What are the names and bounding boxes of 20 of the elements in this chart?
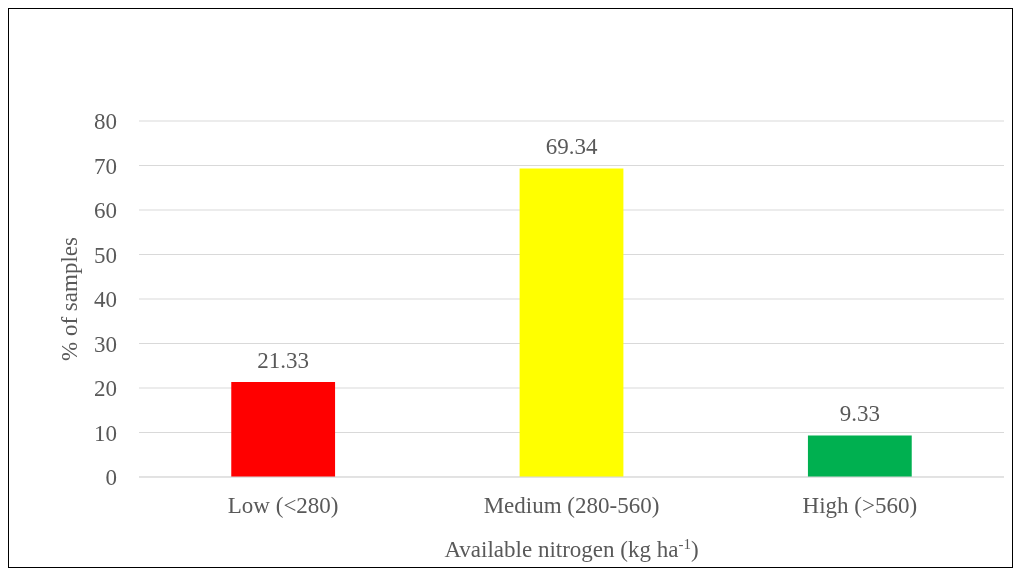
y-tick-label: 30 (94, 331, 117, 357)
y-tick-label: 0 (105, 465, 117, 491)
y-tick-label: 40 (94, 287, 117, 313)
y-tick-label: 60 (94, 198, 117, 224)
x-tick-label: Low (<280) (227, 493, 339, 519)
y-tick-label: 10 (94, 420, 117, 446)
y-tick-label: 70 (94, 153, 117, 179)
x-tick-label: Medium (280-560) (483, 493, 660, 519)
bar (807, 435, 912, 477)
data-label: 9.33 (839, 401, 880, 427)
x-tick-label: High (>560) (802, 493, 918, 519)
y-tick-label: 50 (94, 242, 117, 268)
bar (231, 382, 336, 477)
data-label: 69.34 (545, 134, 598, 160)
data-label: 21.33 (257, 348, 310, 374)
y-axis-title: % of samples (57, 236, 82, 361)
y-tick-label: 80 (94, 109, 117, 135)
x-axis-title: Available nitrogen (kg ha$^{-1}$) (444, 536, 699, 562)
bar (519, 168, 624, 477)
y-tick-label: 20 (94, 376, 117, 402)
